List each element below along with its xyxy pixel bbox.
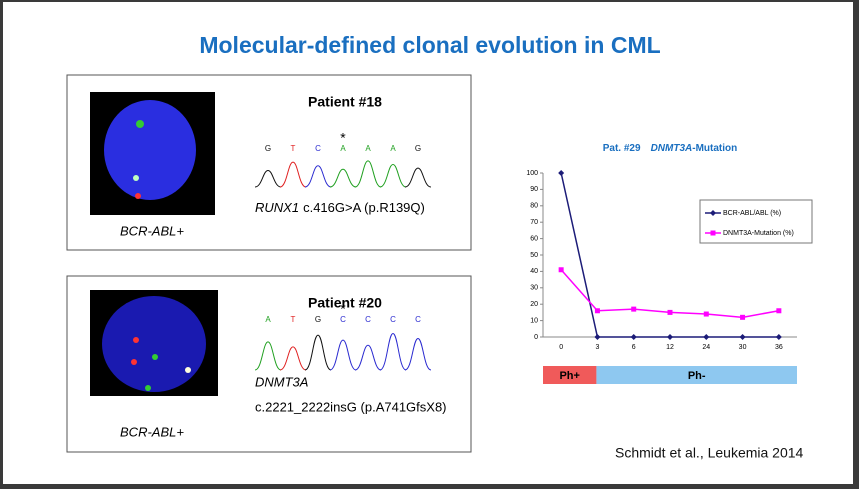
- title-text: Pat. #29: [603, 143, 641, 154]
- chromatogram-peak: [404, 167, 432, 188]
- y-tick-label: 100: [526, 170, 538, 177]
- chromatogram-peak: [329, 168, 357, 188]
- mutation: c.416G>A (p.R139Q): [303, 200, 425, 215]
- signal: [131, 359, 137, 365]
- base-letter: A: [340, 144, 346, 153]
- phase-label: Ph-: [688, 370, 706, 382]
- base-letter: C: [365, 315, 371, 324]
- y-tick-label: 20: [530, 301, 538, 308]
- chromatogram-peak: [279, 346, 307, 371]
- point: [594, 308, 600, 314]
- base-letter: G: [415, 144, 421, 153]
- legend-box: [699, 199, 813, 244]
- y-tick-label: 10: [530, 317, 538, 324]
- mutation: c.2221_2222insG (p.A741GfsX8): [255, 399, 447, 414]
- title-gene: DNMT3A: [651, 143, 693, 154]
- base-letter: A: [265, 315, 271, 324]
- point: [710, 230, 716, 236]
- y-tick-label: 80: [530, 203, 538, 210]
- point: [630, 334, 637, 340]
- phase-segment: [543, 366, 597, 384]
- signal: [133, 337, 139, 343]
- panel-box: [66, 74, 472, 251]
- x-tick-label: 0: [559, 344, 563, 351]
- x-tick-label: 12: [666, 344, 674, 351]
- point: [740, 314, 746, 320]
- point: [776, 308, 782, 314]
- nucleus: [104, 100, 196, 200]
- point: [558, 267, 564, 273]
- point: [775, 334, 782, 340]
- citation: Schmidt et al., Leukemia 2014: [615, 445, 804, 461]
- point: [667, 309, 673, 315]
- signal: [135, 193, 141, 199]
- phase-label: Ph+: [559, 370, 579, 382]
- patient-label: Patient #20: [308, 295, 382, 311]
- nucleus: [102, 296, 206, 392]
- y-tick-label: 60: [530, 235, 538, 242]
- y-tick-label: 70: [530, 219, 538, 226]
- patient-label: Patient #18: [308, 94, 382, 110]
- base-letter: C: [415, 315, 421, 324]
- point: [594, 334, 601, 340]
- x-tick-label: 6: [632, 344, 636, 351]
- chromatogram-peak: [304, 165, 332, 188]
- signal: [145, 385, 151, 391]
- mutation-text: RUNX1 c.416G>A (p.R139Q): [255, 200, 425, 215]
- panel-box: [66, 275, 472, 453]
- slide-title: Molecular-defined clonal evolution in CM…: [199, 32, 660, 58]
- chromatogram-peak: [354, 160, 382, 188]
- cell-label: BCR-ABL+: [120, 223, 184, 238]
- base-letter: T: [291, 144, 296, 153]
- x-tick-label: 24: [702, 344, 710, 351]
- chromatogram-peak: [379, 332, 407, 371]
- signal: [152, 354, 158, 360]
- gene-name: DNMT3A: [255, 374, 308, 389]
- legend-label: DNMT3A-Mutation (%): [723, 230, 794, 237]
- y-tick-label: 50: [530, 252, 538, 259]
- chromatogram-peak: [254, 169, 282, 188]
- phase-segment: [596, 366, 797, 384]
- point: [703, 311, 709, 317]
- mutation-marker: *: [340, 130, 346, 146]
- chromatogram-peak: [304, 334, 332, 371]
- title-suffix: -Mutation: [692, 143, 737, 154]
- base-letter: A: [390, 144, 396, 153]
- base-letter: T: [291, 315, 296, 324]
- signal: [136, 120, 144, 128]
- point: [739, 334, 746, 340]
- point: [703, 334, 710, 340]
- point: [558, 170, 565, 176]
- x-tick-label: 30: [739, 344, 747, 351]
- chromatogram-peak: [254, 341, 282, 371]
- base-letter: A: [365, 144, 371, 153]
- base-letter: G: [265, 144, 271, 153]
- signal: [185, 367, 191, 373]
- cell-label: BCR-ABL+: [120, 424, 184, 439]
- base-letter: C: [390, 315, 396, 324]
- base-letter: G: [315, 315, 321, 324]
- mutation-marker: *: [340, 301, 346, 317]
- base-letter: C: [315, 144, 321, 153]
- chromatogram-peak: [404, 337, 432, 371]
- chromatogram-peak: [279, 161, 307, 188]
- point: [631, 306, 637, 312]
- y-tick-label: 0: [534, 334, 538, 341]
- chart-title: Pat. #29 DNMT3A-Mutation: [603, 143, 737, 154]
- y-tick-label: 40: [530, 268, 538, 275]
- base-letter: C: [340, 315, 346, 324]
- chromatogram-peak: [379, 163, 407, 188]
- chromatogram-peak: [329, 339, 357, 371]
- chromatogram-peak: [354, 344, 382, 371]
- x-tick-label: 3: [595, 344, 599, 351]
- point: [667, 334, 673, 340]
- point: [710, 210, 716, 216]
- y-tick-label: 90: [530, 186, 538, 193]
- y-tick-label: 30: [530, 285, 538, 292]
- signal: [133, 175, 139, 181]
- gene-name: RUNX1: [255, 200, 299, 215]
- x-tick-label: 36: [775, 344, 783, 351]
- legend-label: BCR-ABL/ABL (%): [723, 210, 781, 217]
